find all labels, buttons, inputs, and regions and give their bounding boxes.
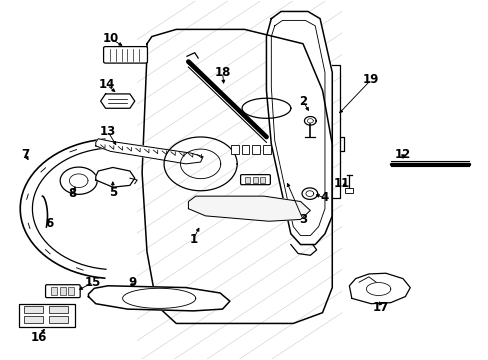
- Text: 9: 9: [128, 276, 136, 289]
- Bar: [19, 304, 75, 327]
- Text: 14: 14: [99, 78, 115, 91]
- Text: 5: 5: [108, 186, 117, 199]
- Text: 13: 13: [100, 125, 116, 138]
- Polygon shape: [348, 273, 409, 304]
- Polygon shape: [252, 177, 257, 183]
- Polygon shape: [88, 286, 229, 311]
- FancyBboxPatch shape: [45, 285, 80, 298]
- Polygon shape: [96, 167, 135, 187]
- Text: 7: 7: [21, 148, 29, 161]
- Bar: [24, 316, 42, 323]
- Bar: [24, 306, 42, 314]
- Polygon shape: [188, 196, 310, 221]
- FancyBboxPatch shape: [103, 46, 147, 63]
- Polygon shape: [142, 30, 331, 323]
- Text: 19: 19: [363, 73, 379, 86]
- Polygon shape: [266, 12, 331, 244]
- Text: 11: 11: [333, 177, 349, 190]
- Polygon shape: [101, 94, 135, 108]
- Text: 6: 6: [45, 217, 54, 230]
- Text: 12: 12: [394, 148, 410, 161]
- Bar: [263, 145, 270, 154]
- Polygon shape: [51, 287, 57, 296]
- Polygon shape: [345, 188, 352, 193]
- Text: 4: 4: [320, 192, 328, 204]
- Bar: [241, 145, 249, 154]
- Text: 17: 17: [372, 301, 388, 314]
- Text: 8: 8: [69, 187, 77, 200]
- Polygon shape: [96, 139, 203, 164]
- Bar: [230, 145, 238, 154]
- Text: 1: 1: [189, 233, 197, 246]
- Bar: [252, 145, 260, 154]
- Polygon shape: [68, 287, 74, 296]
- Text: 2: 2: [298, 95, 306, 108]
- Bar: [49, 306, 68, 314]
- Bar: [49, 316, 68, 323]
- Text: 10: 10: [102, 32, 118, 45]
- Polygon shape: [60, 287, 65, 296]
- Text: 16: 16: [30, 330, 47, 343]
- Text: 3: 3: [298, 213, 306, 226]
- Text: 18: 18: [214, 66, 230, 79]
- FancyBboxPatch shape: [240, 175, 270, 185]
- Text: 15: 15: [85, 276, 102, 289]
- Polygon shape: [245, 177, 250, 183]
- Polygon shape: [260, 177, 264, 183]
